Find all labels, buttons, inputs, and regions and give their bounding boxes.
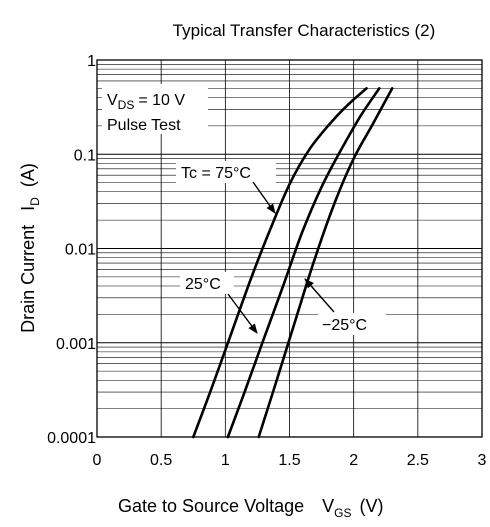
x-tick-labels: 0 0.5 1 1.5 2 2.5 3 (93, 452, 487, 469)
x-tick-label: 1 (221, 452, 230, 469)
y-tick-label: 1 (87, 53, 96, 70)
y-tick-label: 0.1 (74, 147, 96, 164)
y-tick-label: 0.01 (65, 242, 96, 259)
conditions-box (102, 84, 208, 134)
y-axis-label: Drain CurrentID(A) (18, 163, 42, 333)
arrow-25c (227, 293, 258, 334)
plot-area-frame (96, 59, 483, 438)
pulse-test-label: Pulse Test (107, 117, 181, 134)
y-tick-label: 0.001 (56, 336, 96, 353)
x-tick-label: 2.5 (407, 452, 429, 469)
y-tick-labels: 0.0001 0.001 0.01 0.1 1 (47, 53, 96, 447)
x-tick-label: 0.5 (150, 452, 172, 469)
vds-condition: VDS = 10 V (107, 92, 185, 112)
series-line-2 (257, 87, 394, 439)
series-line-0 (192, 87, 368, 439)
x-tick-label: 0 (93, 452, 102, 469)
series-label-minus25c: −25°C (322, 317, 367, 334)
series-label-25c: 25°C (185, 276, 221, 293)
x-tick-label: 2 (349, 452, 358, 469)
label-25c-bg (180, 272, 234, 294)
x-tick-label: 1.5 (278, 452, 300, 469)
x-axis-label: Gate to Source Voltage VGS (V) (118, 496, 384, 520)
series-label-75c: Tc = 75°C (181, 165, 251, 182)
x-tick-label: 3 (478, 452, 487, 469)
series-line-1 (226, 87, 381, 439)
arrow-minus25c (304, 278, 335, 313)
series-curves (192, 87, 394, 439)
arrow-75c (252, 181, 276, 214)
chart-title: Typical Transfer Characteristics (2) (173, 21, 436, 40)
label-75c-bg (176, 161, 276, 183)
label-m25c-bg (318, 313, 386, 335)
y-tick-label: 0.0001 (47, 430, 96, 447)
